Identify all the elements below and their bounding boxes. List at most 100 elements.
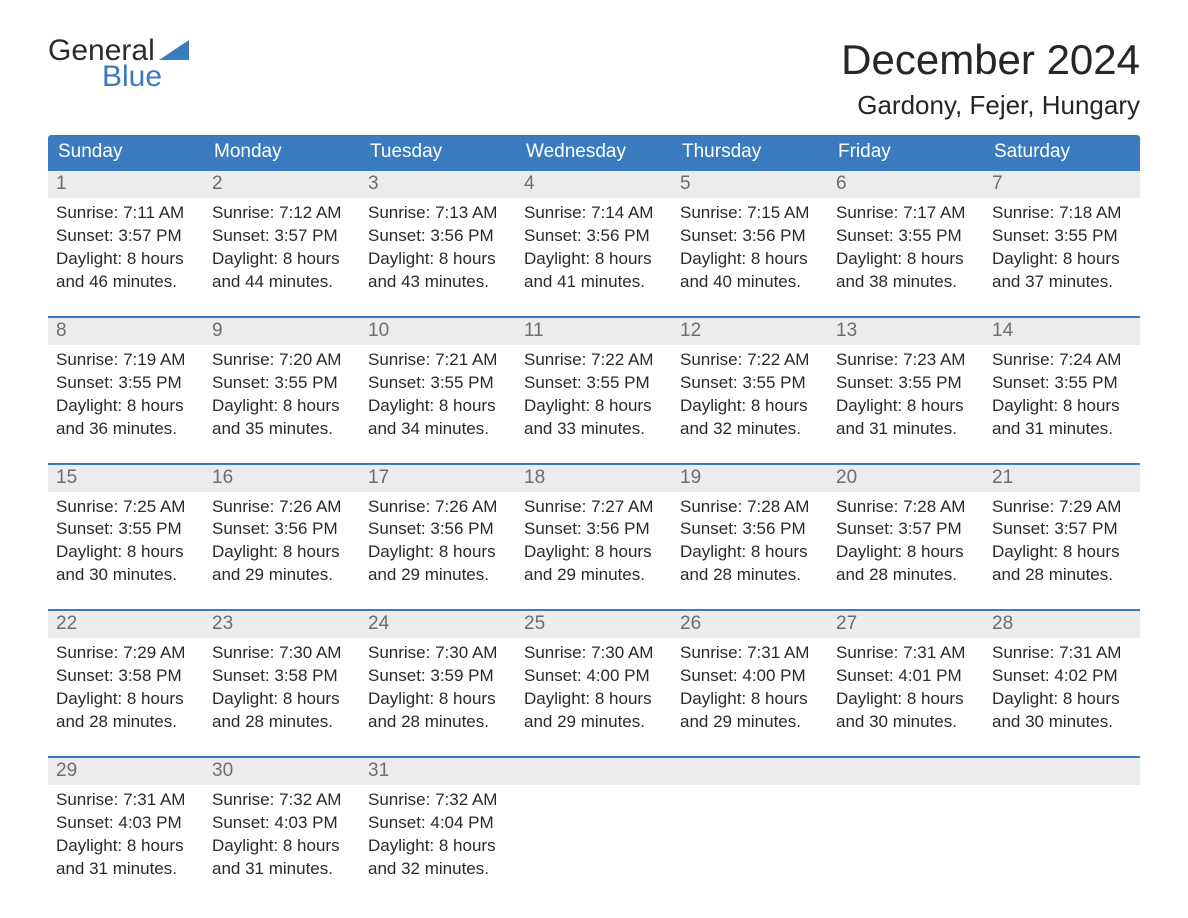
day-d2: and 30 minutes. <box>992 711 1132 734</box>
day-number-row: 1234567 <box>48 169 1140 198</box>
day-d1: Daylight: 8 hours <box>836 248 976 271</box>
day-sr: Sunrise: 7:30 AM <box>524 642 664 665</box>
day-sr: Sunrise: 7:31 AM <box>680 642 820 665</box>
day-sr: Sunrise: 7:27 AM <box>524 496 664 519</box>
day-d2: and 29 minutes. <box>680 711 820 734</box>
day-cell <box>828 785 984 885</box>
day-number: 31 <box>360 758 516 785</box>
day-number: 1 <box>48 171 204 198</box>
day-number <box>516 758 672 785</box>
day-d2: and 28 minutes. <box>992 564 1132 587</box>
day-d2: and 33 minutes. <box>524 418 664 441</box>
day-ss: Sunset: 3:55 PM <box>524 372 664 395</box>
day-cell: Sunrise: 7:29 AMSunset: 3:57 PMDaylight:… <box>984 492 1140 592</box>
day-cell: Sunrise: 7:32 AMSunset: 4:03 PMDaylight:… <box>204 785 360 885</box>
day-sr: Sunrise: 7:30 AM <box>212 642 352 665</box>
day-d1: Daylight: 8 hours <box>212 688 352 711</box>
day-number: 29 <box>48 758 204 785</box>
day-d2: and 43 minutes. <box>368 271 508 294</box>
day-d2: and 28 minutes. <box>212 711 352 734</box>
day-sr: Sunrise: 7:20 AM <box>212 349 352 372</box>
day-cell: Sunrise: 7:17 AMSunset: 3:55 PMDaylight:… <box>828 198 984 298</box>
day-header: Tuesday <box>360 135 516 169</box>
day-cell: Sunrise: 7:31 AMSunset: 4:02 PMDaylight:… <box>984 638 1140 738</box>
day-ss: Sunset: 4:00 PM <box>524 665 664 688</box>
day-d1: Daylight: 8 hours <box>212 835 352 858</box>
day-d1: Daylight: 8 hours <box>992 395 1132 418</box>
day-ss: Sunset: 3:56 PM <box>680 518 820 541</box>
day-ss: Sunset: 3:58 PM <box>56 665 196 688</box>
day-ss: Sunset: 3:55 PM <box>368 372 508 395</box>
day-number: 22 <box>48 611 204 638</box>
day-ss: Sunset: 3:57 PM <box>836 518 976 541</box>
day-sr: Sunrise: 7:21 AM <box>368 349 508 372</box>
day-d2: and 44 minutes. <box>212 271 352 294</box>
day-sr: Sunrise: 7:19 AM <box>56 349 196 372</box>
day-sr: Sunrise: 7:25 AM <box>56 496 196 519</box>
day-data-row: Sunrise: 7:11 AMSunset: 3:57 PMDaylight:… <box>48 198 1140 298</box>
day-sr: Sunrise: 7:13 AM <box>368 202 508 225</box>
day-d1: Daylight: 8 hours <box>524 688 664 711</box>
day-ss: Sunset: 3:59 PM <box>368 665 508 688</box>
weeks-container: 1234567Sunrise: 7:11 AMSunset: 3:57 PMDa… <box>48 169 1140 885</box>
day-d1: Daylight: 8 hours <box>368 835 508 858</box>
day-number: 11 <box>516 318 672 345</box>
day-d2: and 30 minutes. <box>56 564 196 587</box>
day-d2: and 31 minutes. <box>212 858 352 881</box>
day-cell <box>672 785 828 885</box>
day-cell: Sunrise: 7:18 AMSunset: 3:55 PMDaylight:… <box>984 198 1140 298</box>
day-d1: Daylight: 8 hours <box>56 541 196 564</box>
day-d1: Daylight: 8 hours <box>992 688 1132 711</box>
day-d1: Daylight: 8 hours <box>368 395 508 418</box>
day-number: 4 <box>516 171 672 198</box>
logo-text-blue: Blue <box>48 60 189 94</box>
day-sr: Sunrise: 7:28 AM <box>680 496 820 519</box>
day-number: 14 <box>984 318 1140 345</box>
day-ss: Sunset: 3:57 PM <box>212 225 352 248</box>
day-ss: Sunset: 4:03 PM <box>212 812 352 835</box>
day-number: 15 <box>48 465 204 492</box>
week-row: 22232425262728Sunrise: 7:29 AMSunset: 3:… <box>48 609 1140 738</box>
day-header: Thursday <box>672 135 828 169</box>
day-ss: Sunset: 4:04 PM <box>368 812 508 835</box>
header: General Blue December 2024 Gardony, Feje… <box>48 36 1140 121</box>
day-ss: Sunset: 3:56 PM <box>524 518 664 541</box>
day-d1: Daylight: 8 hours <box>212 541 352 564</box>
day-cell: Sunrise: 7:22 AMSunset: 3:55 PMDaylight:… <box>516 345 672 445</box>
day-cell: Sunrise: 7:23 AMSunset: 3:55 PMDaylight:… <box>828 345 984 445</box>
day-d2: and 36 minutes. <box>56 418 196 441</box>
day-d2: and 31 minutes. <box>836 418 976 441</box>
day-d2: and 32 minutes. <box>680 418 820 441</box>
day-ss: Sunset: 4:03 PM <box>56 812 196 835</box>
day-d1: Daylight: 8 hours <box>56 835 196 858</box>
day-ss: Sunset: 3:55 PM <box>212 372 352 395</box>
day-number: 3 <box>360 171 516 198</box>
day-cell: Sunrise: 7:24 AMSunset: 3:55 PMDaylight:… <box>984 345 1140 445</box>
day-d2: and 29 minutes. <box>212 564 352 587</box>
day-number: 24 <box>360 611 516 638</box>
location-subtitle: Gardony, Fejer, Hungary <box>841 90 1140 121</box>
day-sr: Sunrise: 7:22 AM <box>524 349 664 372</box>
day-number: 19 <box>672 465 828 492</box>
day-ss: Sunset: 3:55 PM <box>836 372 976 395</box>
day-d1: Daylight: 8 hours <box>56 395 196 418</box>
day-cell: Sunrise: 7:27 AMSunset: 3:56 PMDaylight:… <box>516 492 672 592</box>
day-d1: Daylight: 8 hours <box>836 688 976 711</box>
day-d1: Daylight: 8 hours <box>680 248 820 271</box>
day-header: Sunday <box>48 135 204 169</box>
day-ss: Sunset: 3:57 PM <box>992 518 1132 541</box>
calendar: Sunday Monday Tuesday Wednesday Thursday… <box>48 135 1140 885</box>
day-number: 17 <box>360 465 516 492</box>
week-row: 293031Sunrise: 7:31 AMSunset: 4:03 PMDay… <box>48 756 1140 885</box>
day-header: Wednesday <box>516 135 672 169</box>
day-d1: Daylight: 8 hours <box>56 248 196 271</box>
day-d1: Daylight: 8 hours <box>368 688 508 711</box>
day-d1: Daylight: 8 hours <box>680 688 820 711</box>
day-d1: Daylight: 8 hours <box>836 395 976 418</box>
day-cell: Sunrise: 7:21 AMSunset: 3:55 PMDaylight:… <box>360 345 516 445</box>
day-number: 8 <box>48 318 204 345</box>
day-number <box>828 758 984 785</box>
day-d2: and 35 minutes. <box>212 418 352 441</box>
day-d2: and 32 minutes. <box>368 858 508 881</box>
day-cell: Sunrise: 7:29 AMSunset: 3:58 PMDaylight:… <box>48 638 204 738</box>
